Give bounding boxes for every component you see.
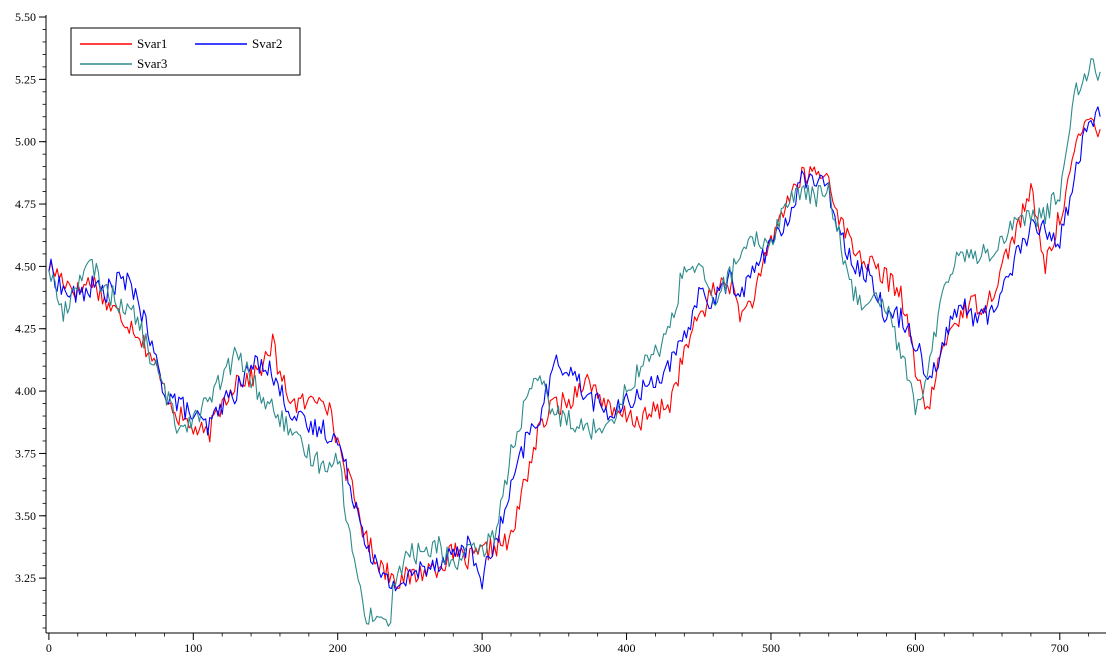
x-tick-label: 400	[618, 641, 636, 655]
legend-label-svar3: Svar3	[137, 56, 167, 71]
series-line-svar1	[48, 117, 1101, 589]
series-line-svar3	[48, 58, 1101, 627]
legend-box	[70, 27, 301, 76]
axes-layer: 3.25 3.50 3.75 4.00 4.25 4.50 4.75 5.00 5.25 5.50…	[15, 10, 1106, 655]
y-tick-label: 5.25	[15, 72, 36, 86]
legend-label-svar1: Svar1	[137, 36, 167, 51]
y-tick-label: 4.00	[15, 384, 36, 398]
y-tick-label: 3.50	[15, 509, 36, 523]
x-tick-label: 500	[762, 641, 780, 655]
legend: Svar1 Svar2 Svar3	[70, 27, 301, 76]
series-line-svar2	[48, 106, 1101, 592]
x-tick-label: 600	[906, 641, 924, 655]
y-tick-label: 3.75	[15, 446, 36, 460]
y-tick-label: 4.50	[15, 259, 36, 273]
y-tick-label: 4.25	[15, 322, 36, 336]
x-tick-label: 700	[1051, 641, 1069, 655]
x-tick-label: 100	[184, 641, 202, 655]
y-tick-label: 5.50	[15, 10, 36, 24]
legend-label-svar2: Svar2	[252, 36, 282, 51]
x-tick-label: 300	[473, 641, 491, 655]
y-tick-label: 4.75	[15, 197, 36, 211]
y-tick-label: 5.00	[15, 135, 36, 149]
x-tick-label: 200	[329, 641, 347, 655]
series-layer	[48, 58, 1101, 627]
y-tick-label: 3.25	[15, 571, 36, 585]
x-tick-label: 0	[46, 641, 52, 655]
